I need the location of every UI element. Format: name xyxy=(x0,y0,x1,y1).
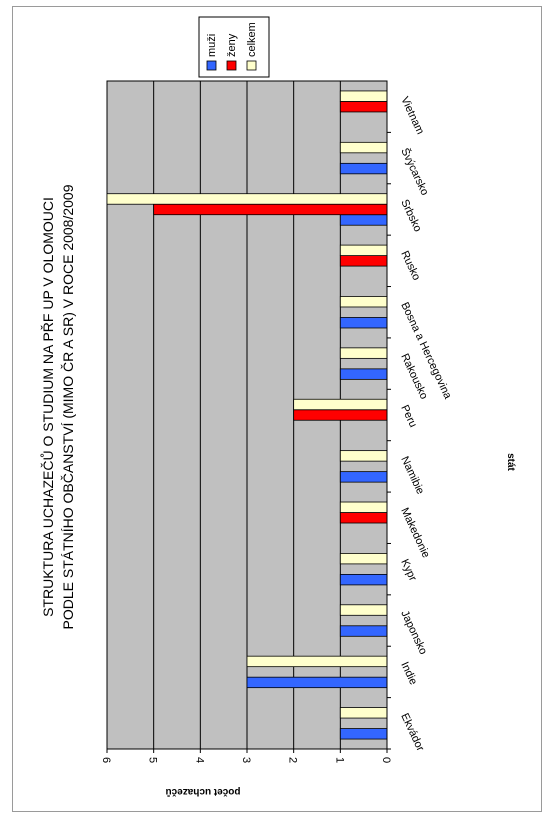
value-tick-label: 4 xyxy=(193,757,205,763)
bar-muži-11 xyxy=(339,162,388,175)
value-tick-label: 0 xyxy=(380,757,392,763)
chart-frame: Ekvádor Indie Japonsko Kypr Makedonie Namibie… xyxy=(12,6,542,812)
category-label: Peru xyxy=(398,403,419,429)
bar-ženy-4 xyxy=(339,512,388,524)
bar-muži-0 xyxy=(339,728,388,740)
bar-celkem-2 xyxy=(339,604,388,616)
bar-muži-2 xyxy=(339,625,388,637)
legend-label-ženy: ženy xyxy=(226,33,238,57)
bar-muži-8 xyxy=(339,317,388,329)
bar-muži-5 xyxy=(339,471,388,483)
value-tick-label: 6 xyxy=(100,757,112,763)
value-tick-label: 3 xyxy=(240,757,252,763)
bar-muži-10 xyxy=(339,214,388,226)
x-axis-title: stát xyxy=(505,453,516,471)
bar-celkem-9 xyxy=(339,244,388,256)
legend-label-muži: muži xyxy=(206,34,218,57)
bar-ženy-9 xyxy=(339,255,388,267)
bar-ženy-10 xyxy=(153,203,388,216)
bar-celkem-7 xyxy=(339,347,388,359)
category-label: Makedonie xyxy=(398,506,432,560)
bar-ženy-6 xyxy=(293,409,388,421)
category-label: Ekvádor xyxy=(398,712,426,754)
bar-muži-7 xyxy=(339,368,388,380)
category-label: Indie xyxy=(398,660,419,687)
category-label: Kypr xyxy=(398,557,419,583)
value-tick-label: 5 xyxy=(147,757,159,763)
category-label: Vietnam xyxy=(398,95,426,136)
bar-celkem-11 xyxy=(339,141,388,154)
bar-celkem-8 xyxy=(339,296,388,308)
legend-swatch-ženy xyxy=(226,60,237,71)
legend-label-celkem: celkem xyxy=(246,22,258,57)
value-tick-label: 1 xyxy=(333,757,345,763)
category-label: Namibie xyxy=(398,455,426,497)
bar-celkem-5 xyxy=(339,450,388,462)
bar-celkem-6 xyxy=(293,398,388,411)
legend-swatch-muži xyxy=(206,60,217,71)
value-tick-label: 2 xyxy=(287,757,299,763)
bar-celkem-4 xyxy=(339,501,388,513)
category-label: Rusko xyxy=(398,249,422,282)
chart-title-line2: PODLE STÁTNÍHO OBČANSTVÍ (MIMO ČR A SR) … xyxy=(60,184,76,629)
bar-celkem-10 xyxy=(106,193,388,205)
legend-swatch-celkem xyxy=(246,60,257,71)
bar-celkem-3 xyxy=(339,553,388,565)
bar-celkem-1 xyxy=(246,655,388,668)
y-axis-title: počet uchazečů xyxy=(165,786,240,798)
bar-muži-3 xyxy=(339,574,388,586)
bar-ženy-12 xyxy=(339,101,388,113)
bar-celkem-0 xyxy=(339,707,388,719)
bar-celkem-12 xyxy=(339,90,388,102)
category-label: Švýcarsko xyxy=(398,146,431,197)
category-label: Japonsko xyxy=(398,609,429,657)
category-label: Srbsko xyxy=(398,198,423,234)
chart-title-line1: STRUKTURA UCHAZEČŮ O STUDIUM NA PŘF UP V… xyxy=(39,197,56,617)
bar-muži-1 xyxy=(246,676,388,689)
